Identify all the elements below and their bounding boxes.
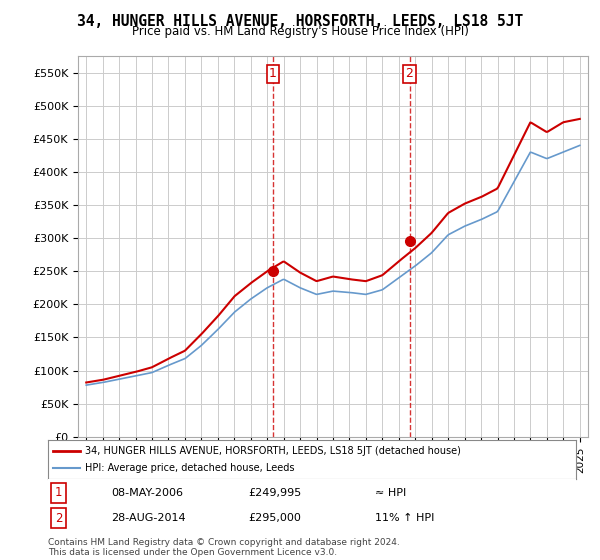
Text: 34, HUNGER HILLS AVENUE, HORSFORTH, LEEDS, LS18 5JT (detached house): 34, HUNGER HILLS AVENUE, HORSFORTH, LEED… (85, 446, 461, 456)
Text: 08-MAY-2006: 08-MAY-2006 (112, 488, 184, 498)
Text: 1: 1 (269, 67, 277, 81)
Text: 28-AUG-2014: 28-AUG-2014 (112, 513, 186, 523)
Text: ≈ HPI: ≈ HPI (376, 488, 407, 498)
Text: Price paid vs. HM Land Registry's House Price Index (HPI): Price paid vs. HM Land Registry's House … (131, 25, 469, 38)
Text: 11% ↑ HPI: 11% ↑ HPI (376, 513, 435, 523)
Text: 1: 1 (55, 487, 62, 500)
Text: Contains HM Land Registry data © Crown copyright and database right 2024.
This d: Contains HM Land Registry data © Crown c… (48, 538, 400, 557)
Text: HPI: Average price, detached house, Leeds: HPI: Average price, detached house, Leed… (85, 463, 295, 473)
Text: £295,000: £295,000 (248, 513, 302, 523)
Text: £249,995: £249,995 (248, 488, 302, 498)
Text: 2: 2 (55, 512, 62, 525)
Text: 2: 2 (406, 67, 413, 81)
Text: 34, HUNGER HILLS AVENUE, HORSFORTH, LEEDS, LS18 5JT: 34, HUNGER HILLS AVENUE, HORSFORTH, LEED… (77, 14, 523, 29)
